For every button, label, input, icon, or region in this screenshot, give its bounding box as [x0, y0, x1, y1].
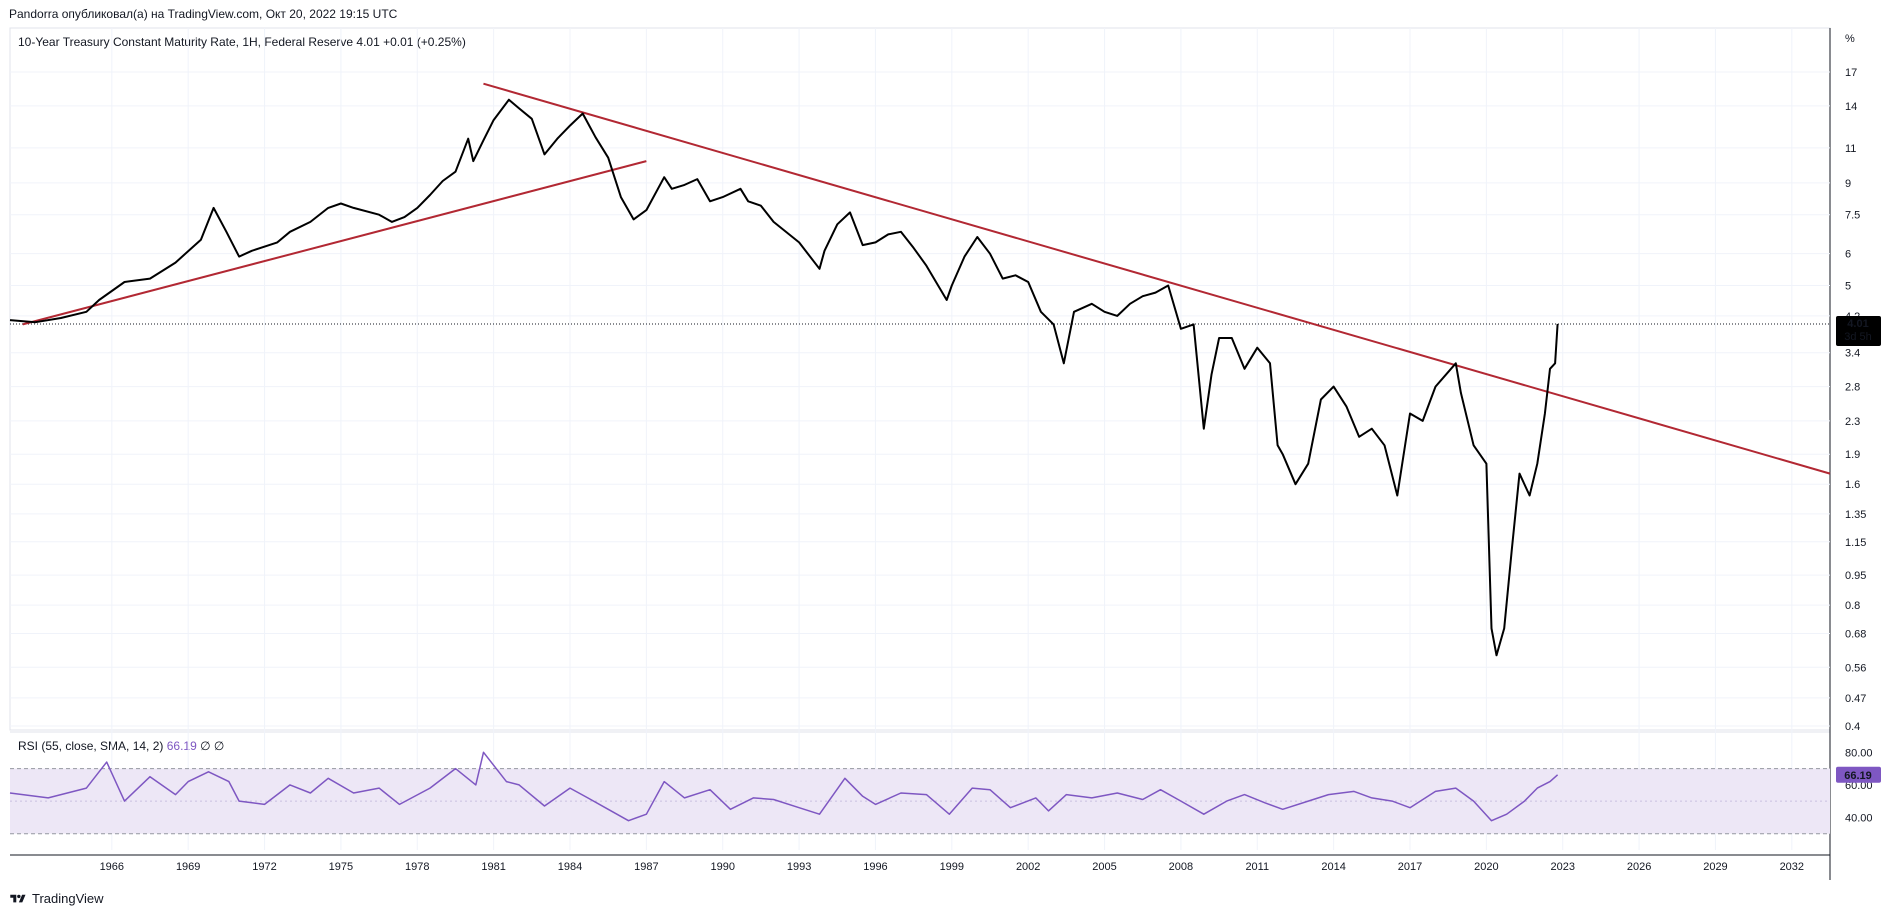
- price-tick-label: 0.68: [1845, 628, 1866, 640]
- price-tick-label: 1.6: [1845, 479, 1860, 491]
- time-tick-label: 1969: [176, 861, 200, 873]
- price-tick-label: 14: [1845, 101, 1857, 113]
- price-tick-label: 17: [1845, 67, 1857, 79]
- time-tick-label: 2005: [1092, 861, 1116, 873]
- price-pane-frame: [9, 27, 1831, 731]
- rsi-legend: RSI (55, close, SMA, 14, 2) 66.19 ∅ ∅: [18, 739, 224, 753]
- price-unit-label: %: [1845, 33, 1855, 45]
- last-value: 4.01: [356, 35, 380, 49]
- time-tick-label: 2023: [1550, 861, 1574, 873]
- time-tick-label: 2026: [1627, 861, 1651, 873]
- price-tick-label: 0.95: [1845, 570, 1866, 582]
- footer-brand: TradingView: [9, 891, 104, 906]
- rsi-tick-label: 80.00: [1845, 747, 1873, 759]
- time-tick-label: 2020: [1474, 861, 1498, 873]
- tradingview-logo-icon: [10, 894, 26, 902]
- time-tick-label: 2017: [1398, 861, 1422, 873]
- time-tick-label: 1984: [558, 861, 582, 873]
- price-tick-label: 9: [1845, 178, 1851, 190]
- price-tick-label: 1.9: [1845, 449, 1860, 461]
- rsi-tick-label: 40.00: [1845, 812, 1873, 824]
- time-tick-label: 1981: [481, 861, 505, 873]
- time-tick-label: 1990: [710, 861, 734, 873]
- time-tick-label: 1975: [329, 861, 353, 873]
- publish-info: Pandorra опубликовал(а) на TradingView.c…: [9, 7, 398, 21]
- time-tick-label: 1993: [787, 861, 811, 873]
- time-tick-label: 1966: [100, 861, 124, 873]
- price-tick-label: 0.4: [1845, 721, 1860, 733]
- last-price-badge: [1836, 315, 1881, 346]
- time-tick-label: 1972: [252, 861, 276, 873]
- price-tick-label: 1.35: [1845, 509, 1866, 521]
- bar-countdown-label: 3d 5h: [1844, 331, 1872, 343]
- symbol-title: 10-Year Treasury Constant Maturity Rate,…: [18, 35, 354, 49]
- main-legend: 10-Year Treasury Constant Maturity Rate,…: [18, 35, 466, 49]
- price-tick-label: 2.3: [1845, 416, 1860, 428]
- time-tick-label: 1996: [863, 861, 887, 873]
- price-tick-label: 6: [1845, 249, 1851, 261]
- rsi-title: RSI (55, close, SMA, 14, 2): [18, 739, 164, 753]
- price-tick-label: 0.8: [1845, 600, 1860, 612]
- rsi-value: 66.19: [166, 739, 197, 753]
- price-tick-label: 7.5: [1845, 210, 1860, 222]
- price-tick-label: 2.8: [1845, 382, 1860, 394]
- time-tick-label: 2029: [1703, 861, 1727, 873]
- brand-name: TradingView: [32, 891, 104, 906]
- time-tick-label: 2008: [1169, 861, 1193, 873]
- time-tick-label: 2011: [1245, 861, 1269, 873]
- rsi-series-line: [9, 751, 1559, 822]
- rsi-tick-label: 60.00: [1845, 780, 1873, 792]
- time-tick-label: 1978: [405, 861, 429, 873]
- rsi-last-badge-value: 66.19: [1844, 770, 1872, 782]
- price-tick-label: 5: [1845, 280, 1851, 292]
- time-tick-label: 1999: [940, 861, 964, 873]
- time-tick-label: 2002: [1016, 861, 1040, 873]
- price-tick-label: 3.4: [1845, 348, 1860, 360]
- price-series-line: [9, 98, 1559, 657]
- time-tick-label: 1987: [634, 861, 658, 873]
- rsi-extra: ∅ ∅: [200, 739, 225, 753]
- price-tick-label: 0.47: [1845, 693, 1866, 705]
- time-tick-label: 2032: [1780, 861, 1804, 873]
- last-price-badge-value: 4.01: [1847, 318, 1868, 330]
- rsi-last-badge: [1836, 766, 1881, 783]
- trendline-1[interactable]: [22, 160, 647, 326]
- trendline-2[interactable]: [483, 82, 1831, 475]
- price-tick-label: 11: [1845, 143, 1856, 155]
- price-tick-label: 0.56: [1845, 662, 1866, 674]
- price-tick-label: 1.15: [1845, 537, 1866, 549]
- time-tick-label: 2014: [1321, 861, 1345, 873]
- change-value: +0.01 (+0.25%): [383, 35, 466, 49]
